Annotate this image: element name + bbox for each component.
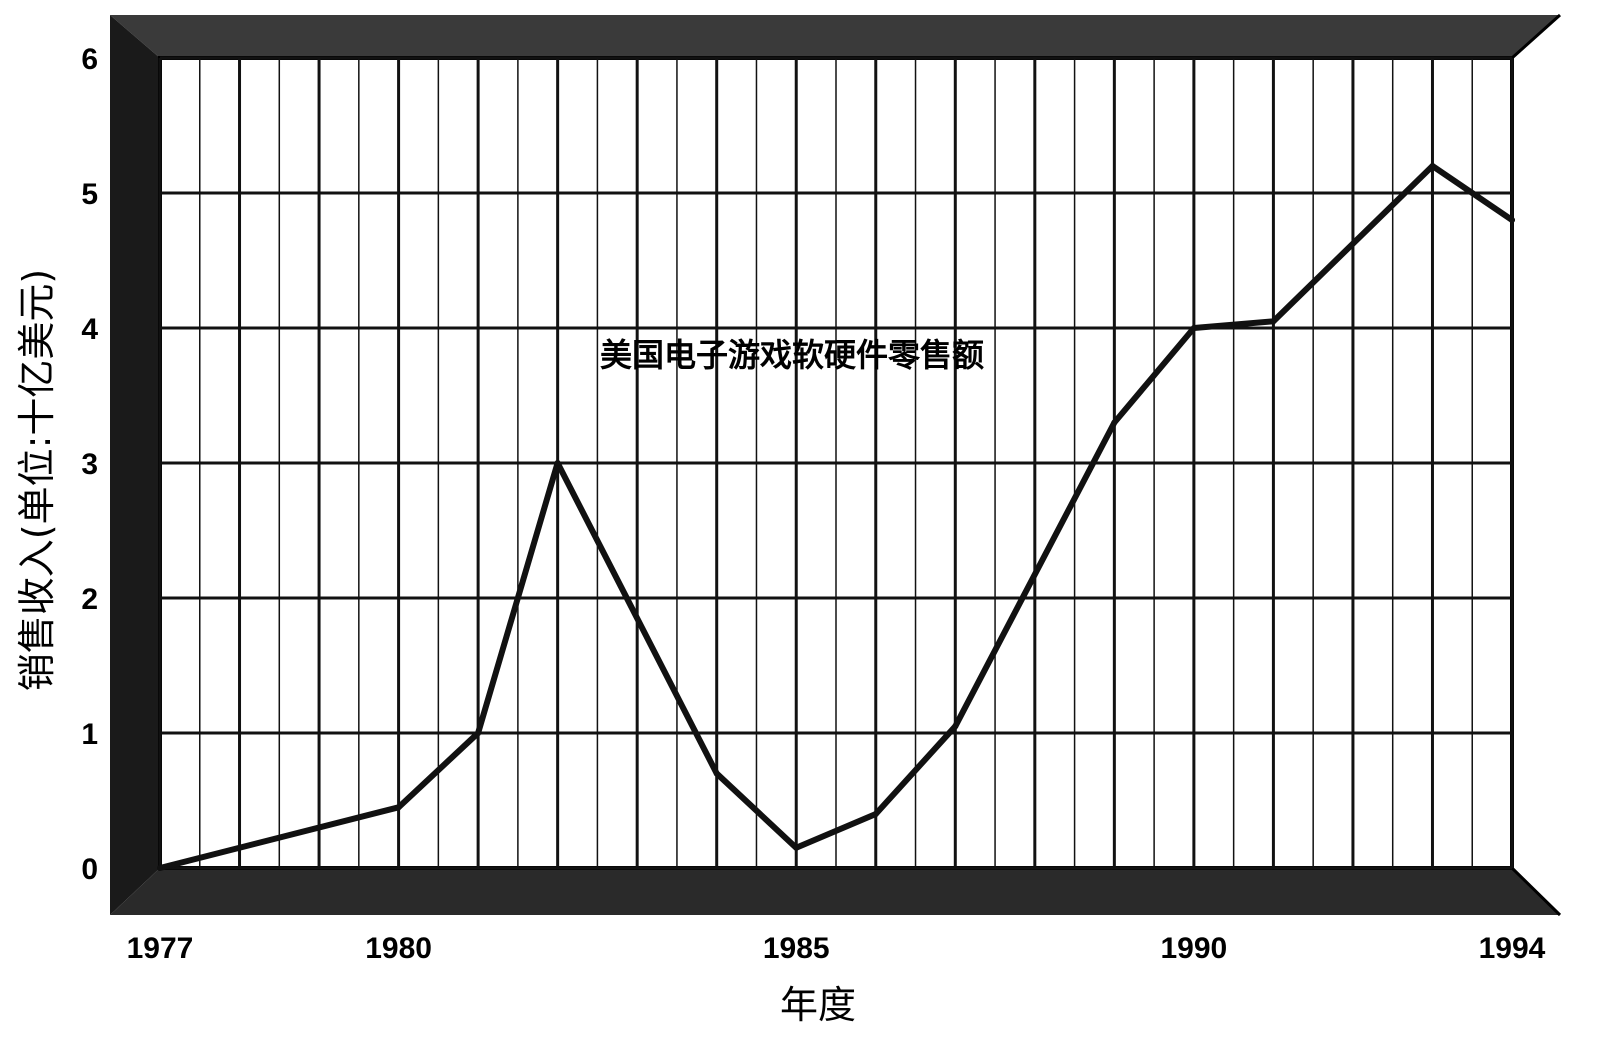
y-tick-label: 2 [81, 583, 98, 616]
chart-annotation: 美国电子游戏软硬件零售额 [600, 336, 984, 374]
y-tick-label: 1 [81, 718, 98, 751]
y-tick-label: 4 [81, 313, 98, 346]
x-tick-label: 1980 [365, 932, 432, 965]
frame-edge [1510, 866, 1562, 917]
y-axis-title: 销售收入(单位:十亿美元) [15, 269, 59, 691]
frame-top-band [110, 15, 1560, 58]
y-tick-label: 5 [81, 178, 98, 211]
y-tick-label: 3 [81, 448, 98, 481]
x-axis-title: 年度 [780, 983, 856, 1027]
data-point [157, 865, 163, 871]
data-point [1270, 318, 1277, 325]
y-axis-ticks: 0 1 2 3 4 5 6 [81, 43, 98, 886]
x-tick-label: 1994 [1479, 932, 1546, 965]
series-layer [157, 163, 1515, 871]
data-point [872, 811, 879, 817]
x-tick-label: 1985 [763, 932, 830, 965]
frame-left-wall [110, 15, 160, 915]
data-point [713, 770, 720, 777]
x-tick-label: 1977 [127, 932, 194, 965]
data-point [952, 723, 959, 730]
x-tick-label: 1990 [1161, 932, 1228, 965]
chart-frame [110, 13, 1562, 917]
grid-lines [158, 56, 1514, 870]
frame-edge [1510, 13, 1562, 60]
y-tick-label: 6 [81, 43, 98, 76]
data-point [793, 844, 800, 851]
data-point [1509, 217, 1515, 223]
data-point [1190, 325, 1197, 331]
x-axis-ticks: 1977 1980 1985 1990 1994 [127, 932, 1546, 965]
frame-floor [110, 868, 1560, 915]
data-point [395, 804, 402, 811]
data-point [554, 460, 561, 466]
data-point [475, 730, 482, 736]
data-point [1111, 419, 1118, 426]
data-point [1429, 163, 1436, 169]
y-tick-label: 0 [81, 853, 98, 886]
